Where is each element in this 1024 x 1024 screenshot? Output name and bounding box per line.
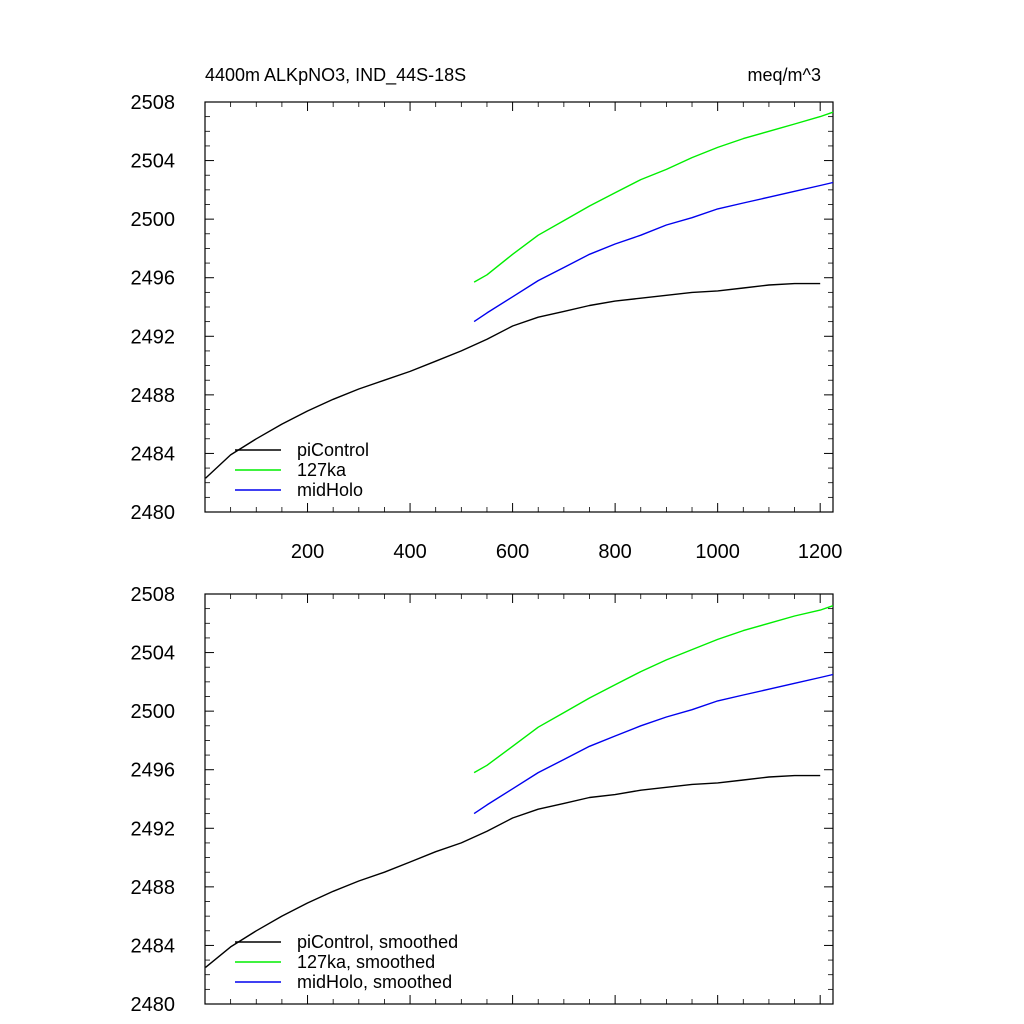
y-tick-label: 2488 bbox=[131, 385, 176, 407]
legend-label-1: 127ka bbox=[297, 460, 347, 480]
y-tick-label: 2496 bbox=[131, 268, 176, 290]
y-tick-label: 2504 bbox=[131, 151, 176, 173]
legend-label-0: piControl bbox=[297, 440, 369, 460]
x-tick-label: 400 bbox=[393, 541, 426, 563]
series-line-2 bbox=[473, 673, 834, 815]
x-tick-label: 800 bbox=[598, 541, 631, 563]
x-tick-label: 600 bbox=[496, 541, 529, 563]
legend-label-0: piControl, smoothed bbox=[297, 932, 458, 952]
series-line-1 bbox=[473, 111, 834, 283]
x-tick-label: 200 bbox=[291, 541, 324, 563]
y-tick-label: 2480 bbox=[131, 994, 176, 1016]
chart-panels: 2480 2484 2488 2492 2496 2500 2504 2508 200 400 60… bbox=[131, 92, 843, 1016]
y-tick-label: 2500 bbox=[131, 209, 176, 231]
x-tick-label: 1000 bbox=[695, 541, 740, 563]
legend-label-2: midHolo, smoothed bbox=[297, 972, 452, 992]
y-tick-label: 2480 bbox=[131, 502, 176, 524]
y-tick-label: 2484 bbox=[131, 443, 176, 465]
series-line-2 bbox=[473, 181, 834, 323]
y-tick-label: 2508 bbox=[131, 92, 176, 114]
y-tick-label: 2484 bbox=[131, 935, 176, 957]
legend-label-1: 127ka, smoothed bbox=[297, 952, 435, 972]
series-line-0 bbox=[205, 774, 821, 968]
y-tick-label: 2504 bbox=[131, 643, 176, 665]
x-tick-label: 1200 bbox=[798, 541, 843, 563]
series-line-0 bbox=[205, 282, 821, 479]
panel-bottom: 2480 2484 2488 2492 2496 2500 2504 2508 piContro… bbox=[131, 584, 834, 1016]
chart-title-right: meq/m^3 bbox=[748, 65, 821, 85]
y-tick-label: 2488 bbox=[131, 877, 176, 899]
y-tick-label: 2492 bbox=[131, 326, 176, 348]
y-tick-label: 2492 bbox=[131, 818, 176, 840]
series-line-1 bbox=[473, 605, 834, 774]
y-tick-label: 2500 bbox=[131, 701, 176, 723]
chart-title-left: 4400m ALKpNO3, IND_44S-18S bbox=[205, 65, 466, 86]
y-tick-label: 2508 bbox=[131, 584, 176, 606]
y-tick-label: 2496 bbox=[131, 760, 176, 782]
legend-label-2: midHolo bbox=[297, 480, 363, 500]
panel-top: 2480 2484 2488 2492 2496 2500 2504 2508 200 400 60… bbox=[131, 92, 843, 563]
